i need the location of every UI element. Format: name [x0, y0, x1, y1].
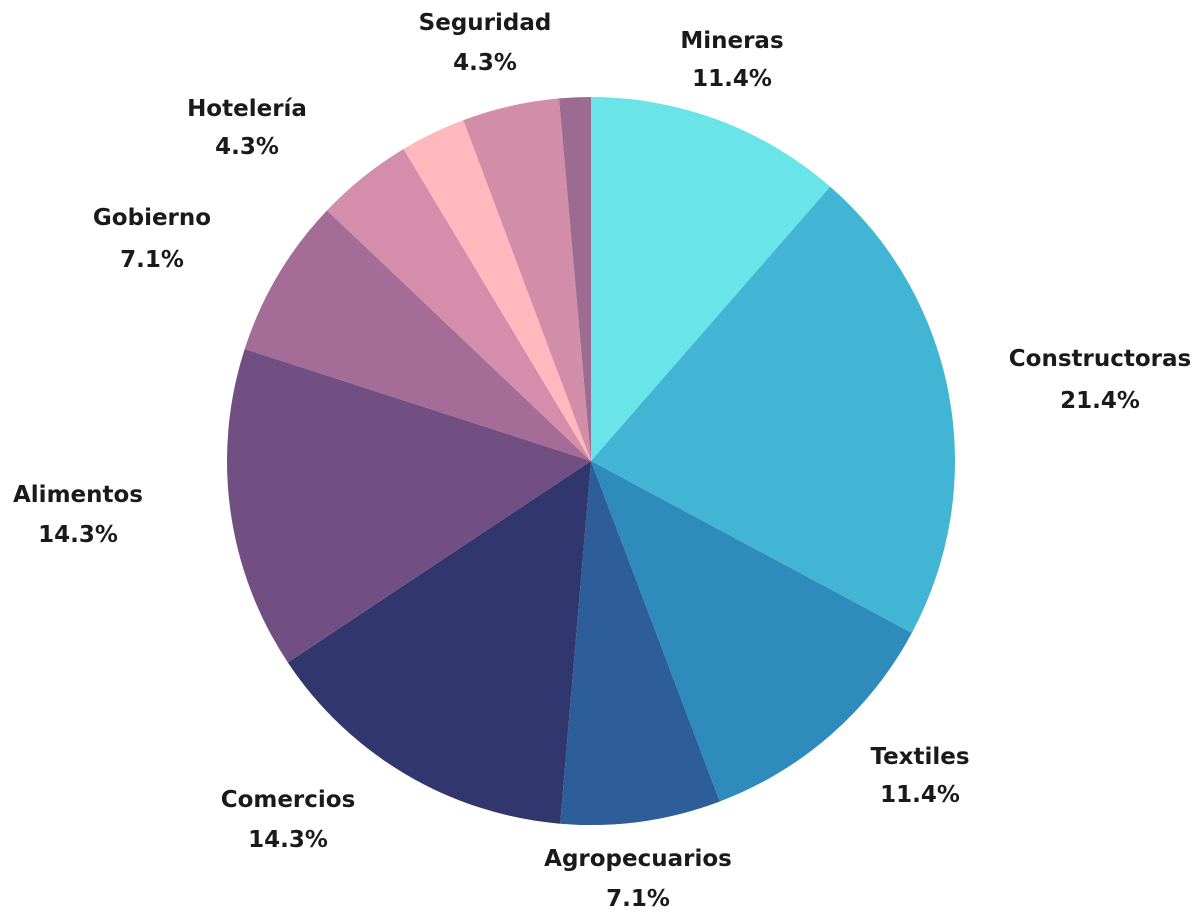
pie-slice-comercios — [287, 461, 591, 824]
slice-percent-agropecuarios: 7.1% — [606, 886, 670, 912]
pie-slice-gobierno — [244, 210, 592, 461]
slice-label-textiles: Textiles — [870, 744, 969, 770]
slice-percent-mineras: 11.4% — [692, 66, 772, 92]
pie-slice-hoteler-a — [403, 120, 591, 461]
slice-label-agropecuarios: Agropecuarios — [544, 846, 732, 872]
slice-label-constructoras: Constructoras — [1009, 346, 1191, 372]
slice-label-hoteler-a: Hotelería — [187, 96, 307, 122]
pie-slice-mineras — [591, 97, 831, 461]
slice-percent-hoteler-a: 4.3% — [215, 134, 279, 160]
pie-slices — [226, 97, 956, 826]
pie-slice-constructoras — [591, 186, 956, 633]
pie-slice-alimentos — [226, 348, 591, 663]
slice-percent-alimentos: 14.3% — [38, 522, 118, 548]
slice-percent-seguridad: 4.3% — [453, 50, 517, 76]
slice-percent-constructoras: 21.4% — [1060, 388, 1140, 414]
pie-slice-textiles — [591, 461, 912, 802]
slice-percent-textiles: 11.4% — [880, 782, 960, 808]
pie-labels: Mineras 11.4% Constructoras 21.4% Textiles 11… — [13, 10, 1191, 912]
slice-label-seguridad: Seguridad — [419, 10, 552, 36]
pie-slice-seguridad — [463, 98, 591, 461]
slice-percent-gobierno: 7.1% — [120, 247, 184, 273]
slice-percent-comercios: 14.3% — [248, 827, 328, 853]
pie-slice-unlabeled-10 — [558, 97, 591, 461]
slice-label-mineras: Mineras — [680, 28, 783, 54]
slice-label-alimentos: Alimentos — [13, 482, 143, 508]
slice-label-gobierno: Gobierno — [93, 205, 211, 231]
pie-slice-unlabeled-7 — [327, 148, 591, 461]
pie-slice-agropecuarios — [560, 461, 720, 826]
slice-label-comercios: Comercios — [221, 787, 356, 813]
